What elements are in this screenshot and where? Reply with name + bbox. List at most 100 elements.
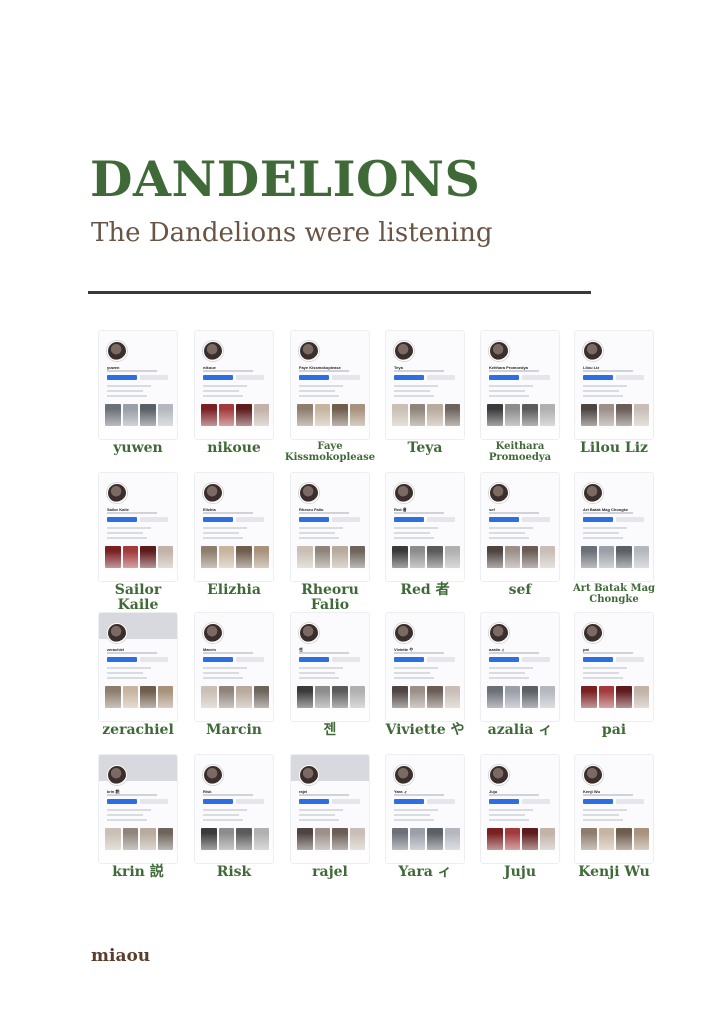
card-detail-line — [394, 537, 434, 539]
message-button — [236, 799, 264, 804]
message-button — [427, 517, 455, 522]
fade-overlay — [481, 691, 559, 721]
avatar — [394, 483, 414, 503]
profile-caption: Risk — [216, 864, 252, 880]
avatar — [299, 623, 319, 643]
fade-overlay — [386, 691, 464, 721]
fade-overlay — [386, 833, 464, 863]
card-username: Yara ィ — [394, 789, 408, 794]
add-friend-button — [203, 657, 233, 662]
card-detail-line — [203, 390, 239, 392]
page-title: DANDELIONS — [90, 150, 481, 208]
message-button — [616, 375, 644, 380]
avatar — [583, 765, 603, 785]
message-button — [332, 799, 360, 804]
avatar — [107, 483, 127, 503]
card-detail-line — [394, 672, 430, 674]
card-detail-line — [394, 809, 438, 811]
card-bio-line — [394, 794, 444, 796]
profile-caption: Keithara Promoedya — [488, 441, 552, 463]
profile-card-screenshot: Rheoru Falio — [290, 472, 370, 582]
avatar — [299, 483, 319, 503]
profile-card-screenshot: Kenji Wu — [574, 754, 654, 864]
add-friend-button — [107, 799, 137, 804]
card-bio-line — [203, 512, 253, 514]
card-username: zerachiel — [107, 647, 125, 652]
profile-card-screenshot: Yara ィ — [385, 754, 465, 864]
profile-card-screenshot: Risk — [194, 754, 274, 864]
card-username: Teya — [394, 365, 403, 370]
card-detail-line — [299, 395, 339, 397]
card-bio-line — [107, 652, 157, 654]
card-username: rajel — [299, 789, 308, 794]
card-detail-line — [394, 667, 438, 669]
message-button — [332, 657, 360, 662]
card-username: nikoue — [203, 365, 216, 370]
card-detail-line — [107, 532, 143, 534]
profile-card-screenshot: rajel — [290, 754, 370, 864]
card-username: krin 説 — [107, 789, 120, 794]
add-friend-button — [107, 375, 137, 380]
card-detail-line — [107, 677, 147, 679]
profile-card-screenshot: Teya — [385, 330, 465, 440]
card-detail-line — [299, 819, 339, 821]
fade-overlay — [481, 409, 559, 439]
profile-card-screenshot: Faye Kissmokoplease — [290, 330, 370, 440]
profile-caption: zerachiel — [102, 722, 174, 738]
fade-overlay — [195, 691, 273, 721]
fade-overlay — [575, 409, 653, 439]
avatar — [107, 341, 127, 361]
card-detail-line — [107, 537, 147, 539]
avatar — [203, 623, 223, 643]
card-detail-line — [583, 390, 619, 392]
profile-caption: 젠 — [323, 722, 337, 738]
card-detail-line — [203, 819, 243, 821]
fade-overlay — [291, 691, 369, 721]
card-username: sef — [489, 507, 495, 512]
add-friend-button — [489, 375, 519, 380]
add-friend-button — [107, 657, 137, 662]
card-bio-line — [203, 370, 253, 372]
avatar — [394, 765, 414, 785]
card-username: Art Batak Mag Chongke — [583, 507, 629, 512]
add-friend-button — [583, 517, 613, 522]
avatar — [583, 623, 603, 643]
profile-card-screenshot: sef — [480, 472, 560, 582]
author-name: miaou — [91, 946, 151, 966]
profile-card-screenshot: Lilou Liz — [574, 330, 654, 440]
avatar — [489, 765, 509, 785]
card-detail-line — [107, 395, 147, 397]
avatar — [394, 623, 414, 643]
avatar — [203, 341, 223, 361]
card-username: Lilou Liz — [583, 365, 600, 370]
card-detail-line — [299, 677, 339, 679]
card-username: Viviette や — [394, 647, 414, 652]
card-detail-line — [394, 677, 434, 679]
fade-overlay — [575, 833, 653, 863]
card-detail-line — [489, 819, 529, 821]
add-friend-button — [394, 517, 424, 522]
card-bio-line — [107, 794, 157, 796]
add-friend-button — [203, 799, 233, 804]
card-detail-line — [394, 819, 434, 821]
profile-card-screenshot: krin 説 — [98, 754, 178, 864]
card-bio-line — [107, 512, 157, 514]
card-detail-line — [107, 527, 151, 529]
profile-card-screenshot: Marcin — [194, 612, 274, 722]
card-bio-line — [394, 370, 444, 372]
fade-overlay — [481, 551, 559, 581]
add-friend-button — [489, 517, 519, 522]
card-bio-line — [203, 652, 253, 654]
fade-overlay — [99, 691, 177, 721]
avatar — [489, 341, 509, 361]
card-bio-line — [583, 652, 633, 654]
profile-card-screenshot: Red 者 — [385, 472, 465, 582]
card-username: Elizhia — [203, 507, 216, 512]
message-button — [616, 657, 644, 662]
card-detail-line — [489, 390, 525, 392]
message-button — [522, 375, 550, 380]
add-friend-button — [583, 657, 613, 662]
profile-caption: azalia ィ — [487, 722, 553, 738]
avatar — [299, 765, 319, 785]
card-detail-line — [394, 390, 430, 392]
